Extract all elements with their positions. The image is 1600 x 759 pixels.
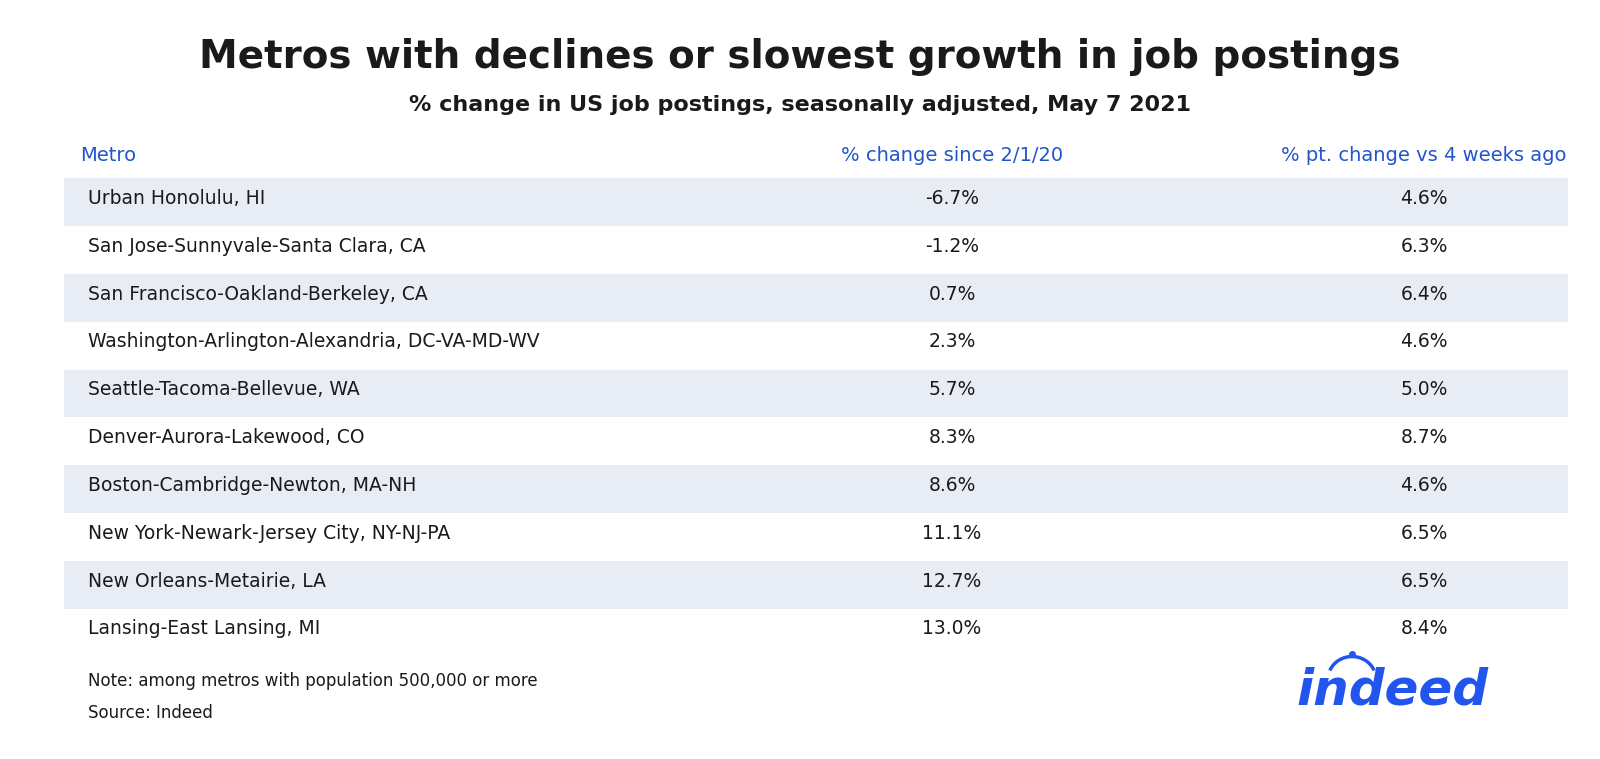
Text: Urban Honolulu, HI: Urban Honolulu, HI [88,189,266,208]
Text: % pt. change vs 4 weeks ago: % pt. change vs 4 weeks ago [1282,146,1566,165]
Text: Source: Indeed: Source: Indeed [88,704,213,722]
Text: 11.1%: 11.1% [922,524,982,543]
Text: 8.4%: 8.4% [1400,619,1448,638]
Text: Metro: Metro [80,146,136,165]
Text: 13.0%: 13.0% [922,619,982,638]
Text: Denver-Aurora-Lakewood, CO: Denver-Aurora-Lakewood, CO [88,428,365,447]
Text: 6.5%: 6.5% [1400,572,1448,591]
Text: % change since 2/1/20: % change since 2/1/20 [842,146,1062,165]
Text: 12.7%: 12.7% [922,572,982,591]
Text: 6.3%: 6.3% [1400,237,1448,256]
Text: 4.6%: 4.6% [1400,189,1448,208]
Text: 4.6%: 4.6% [1400,476,1448,495]
Text: Boston-Cambridge-Newton, MA-NH: Boston-Cambridge-Newton, MA-NH [88,476,416,495]
Text: -6.7%: -6.7% [925,189,979,208]
Text: Washington-Arlington-Alexandria, DC-VA-MD-WV: Washington-Arlington-Alexandria, DC-VA-M… [88,332,539,351]
Text: Seattle-Tacoma-Bellevue, WA: Seattle-Tacoma-Bellevue, WA [88,380,360,399]
Text: 5.7%: 5.7% [928,380,976,399]
Text: Lansing-East Lansing, MI: Lansing-East Lansing, MI [88,619,320,638]
Text: indeed: indeed [1296,666,1488,715]
Text: San Francisco-Oakland-Berkeley, CA: San Francisco-Oakland-Berkeley, CA [88,285,427,304]
Text: New Orleans-Metairie, LA: New Orleans-Metairie, LA [88,572,326,591]
Text: San Jose-Sunnyvale-Santa Clara, CA: San Jose-Sunnyvale-Santa Clara, CA [88,237,426,256]
Text: 0.7%: 0.7% [928,285,976,304]
Text: Note: among metros with population 500,000 or more: Note: among metros with population 500,0… [88,672,538,690]
Text: % change in US job postings, seasonally adjusted, May 7 2021: % change in US job postings, seasonally … [410,95,1190,115]
Text: 2.3%: 2.3% [928,332,976,351]
Text: 4.6%: 4.6% [1400,332,1448,351]
Text: Metros with declines or slowest growth in job postings: Metros with declines or slowest growth i… [200,38,1400,76]
Text: -1.2%: -1.2% [925,237,979,256]
Text: New York-Newark-Jersey City, NY-NJ-PA: New York-Newark-Jersey City, NY-NJ-PA [88,524,450,543]
Text: 5.0%: 5.0% [1400,380,1448,399]
Text: 6.5%: 6.5% [1400,524,1448,543]
Text: 8.6%: 8.6% [928,476,976,495]
Text: 8.3%: 8.3% [928,428,976,447]
Text: 6.4%: 6.4% [1400,285,1448,304]
Text: 8.7%: 8.7% [1400,428,1448,447]
